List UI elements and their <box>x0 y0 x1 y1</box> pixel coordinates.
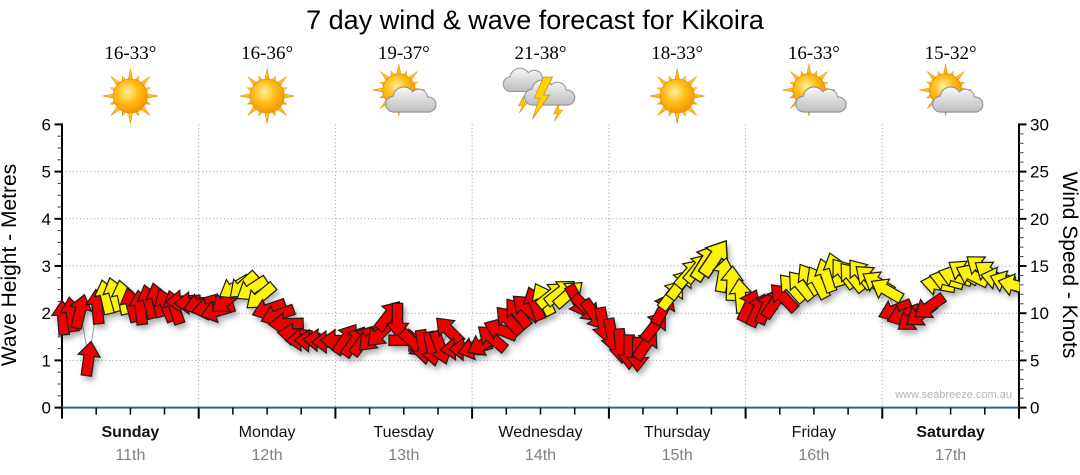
svg-text:13th: 13th <box>388 447 419 464</box>
svg-text:16-33°: 16-33° <box>104 43 156 64</box>
svg-text:0: 0 <box>1030 399 1039 418</box>
svg-text:18-33°: 18-33° <box>651 43 703 64</box>
svg-text:Friday: Friday <box>792 424 836 441</box>
svg-text:2: 2 <box>42 304 51 323</box>
svg-text:12th: 12th <box>252 447 283 464</box>
svg-text:1: 1 <box>42 351 51 370</box>
svg-text:11th: 11th <box>115 447 145 464</box>
svg-text:7 day wind & wave forecast for: 7 day wind & wave forecast for Kikoira <box>306 5 765 35</box>
svg-text:0: 0 <box>42 399 51 418</box>
svg-text:16-36°: 16-36° <box>241 43 293 64</box>
svg-text:15-32°: 15-32° <box>925 43 977 64</box>
svg-text:20: 20 <box>1030 210 1049 229</box>
svg-text:6: 6 <box>42 115 51 134</box>
svg-text:4: 4 <box>42 210 51 229</box>
svg-text:19-37°: 19-37° <box>378 43 430 64</box>
svg-text:16-33°: 16-33° <box>788 43 840 64</box>
svg-text:Tuesday: Tuesday <box>373 424 434 441</box>
svg-text:Thursday: Thursday <box>644 424 711 441</box>
svg-text:15th: 15th <box>662 447 693 464</box>
svg-text:21-38°: 21-38° <box>515 43 567 64</box>
svg-text:www.seabreeze.com.au: www.seabreeze.com.au <box>894 389 1012 401</box>
svg-text:17th: 17th <box>935 447 966 464</box>
svg-text:Saturday: Saturday <box>916 424 985 441</box>
svg-text:25: 25 <box>1030 163 1049 182</box>
svg-text:14th: 14th <box>525 447 556 464</box>
svg-text:5: 5 <box>42 163 51 182</box>
svg-text:30: 30 <box>1030 115 1049 134</box>
svg-text:Wednesday: Wednesday <box>498 424 582 441</box>
svg-text:15: 15 <box>1030 257 1049 276</box>
svg-text:Sunday: Sunday <box>102 424 160 441</box>
svg-text:Wave Height - Metres: Wave Height - Metres <box>0 164 21 366</box>
svg-text:3: 3 <box>42 257 51 276</box>
svg-text:10: 10 <box>1030 304 1049 323</box>
svg-text:16th: 16th <box>798 447 829 464</box>
svg-text:Wind Speed - Knots: Wind Speed - Knots <box>1058 172 1080 359</box>
svg-text:Monday: Monday <box>239 424 296 441</box>
svg-text:5: 5 <box>1030 351 1039 370</box>
